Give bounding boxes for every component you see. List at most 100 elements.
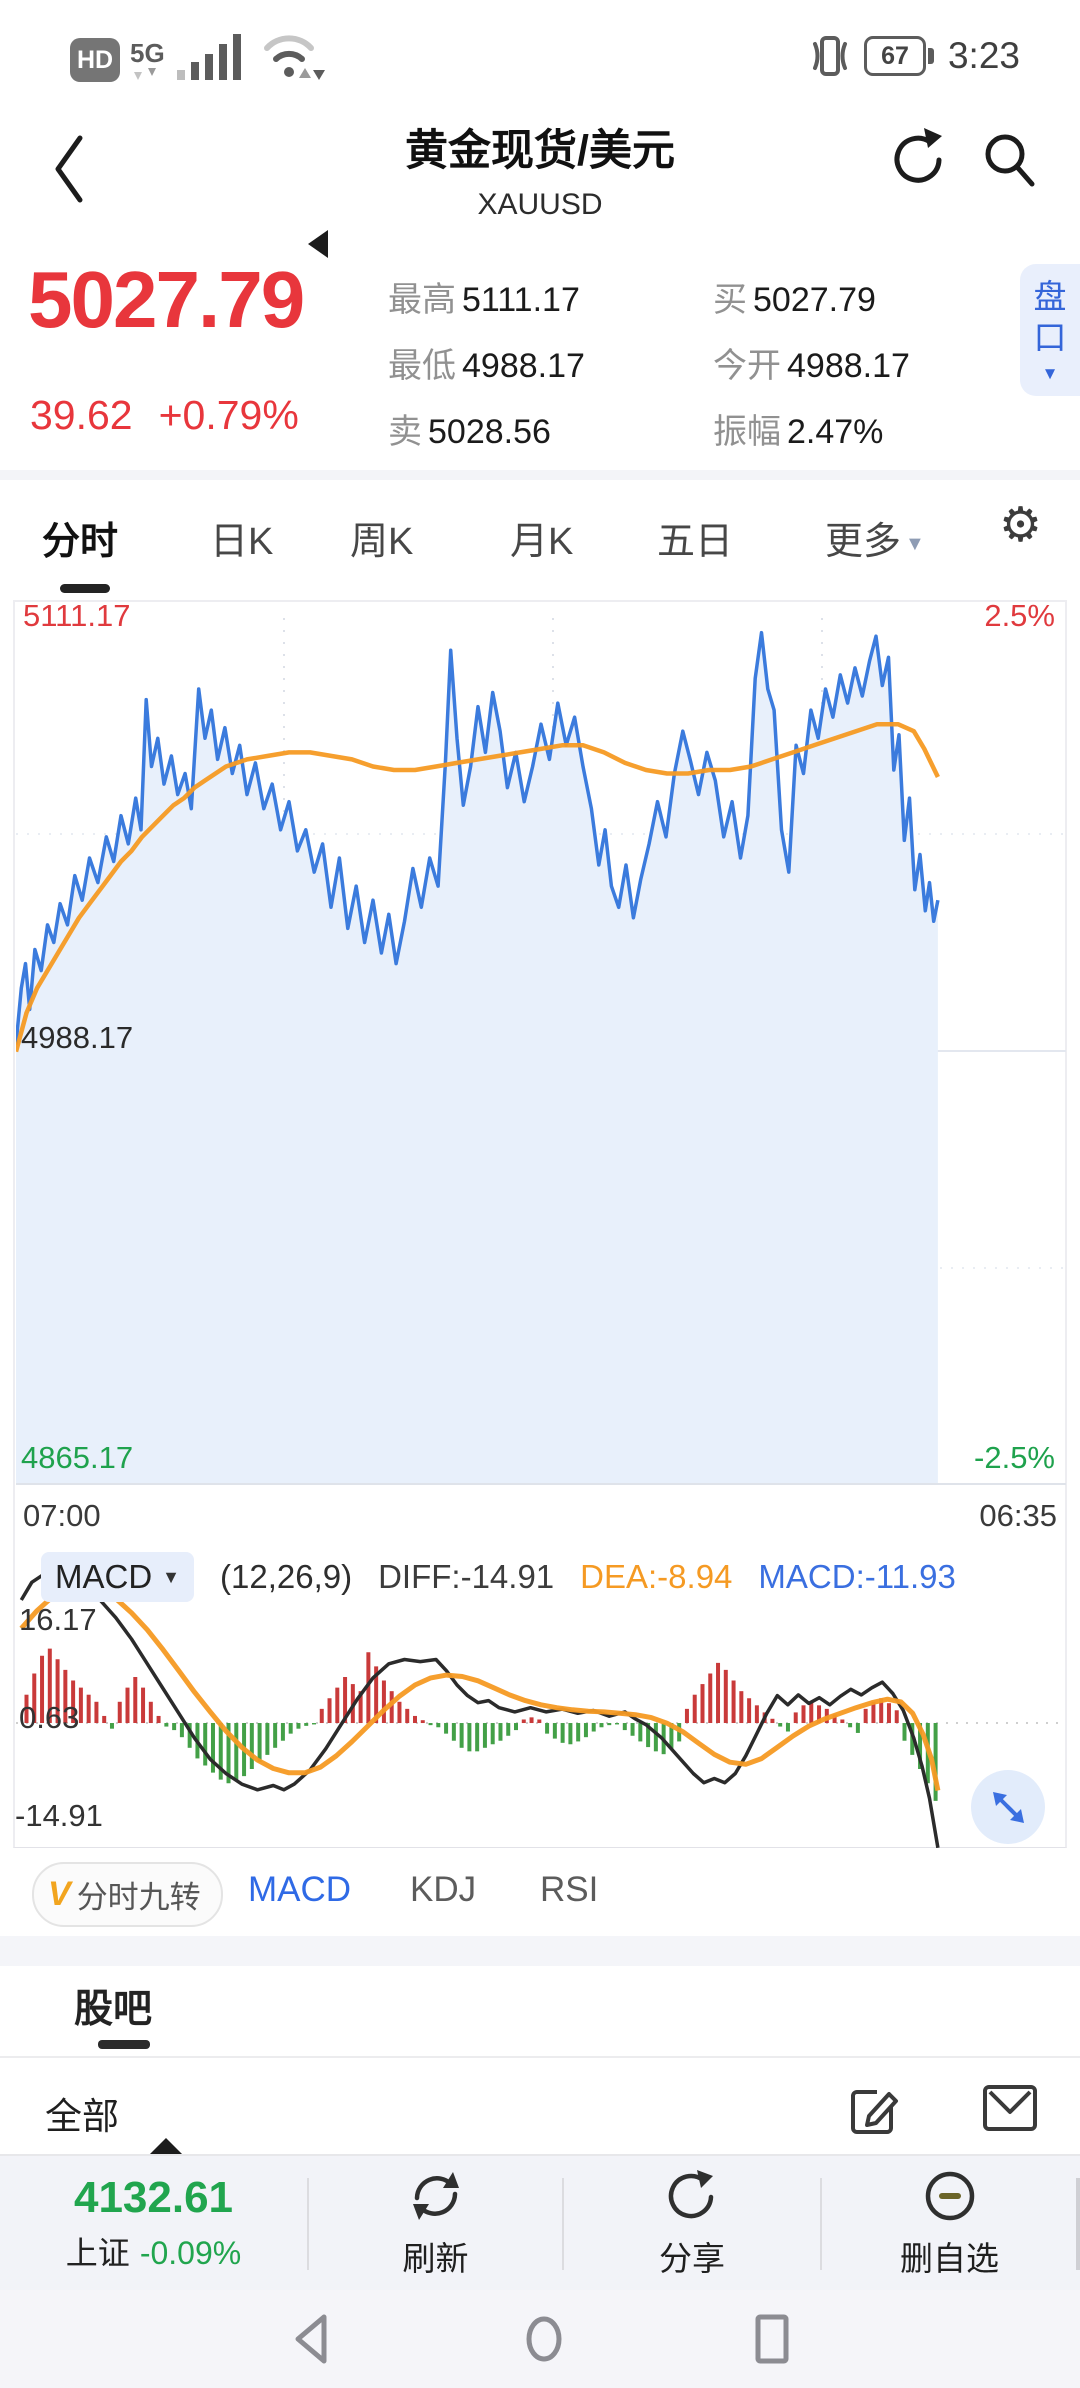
forum-filter-row: 全部 [0,2058,1080,2152]
status-bar: HD 5G [0,0,1080,90]
refresh-button[interactable] [888,126,950,201]
macd-selector[interactable]: MACD ▼ [41,1552,194,1602]
stat-ask: 卖 5028.56 [388,413,551,451]
macd-chart[interactable] [16,1556,1066,1849]
y-high-label: 5111.17 [23,598,131,633]
index-change: -0.09% [139,2235,242,2272]
fullscreen-button[interactable] [971,1770,1045,1844]
compose-post-button[interactable] [845,2080,903,2143]
quote-section: 5027.79 39.62 +0.79% 最高 5111.17 最低 4988.17 … [0,250,1080,470]
clock-label: 3:23 [947,35,1020,76]
gear-icon[interactable]: ⚙ [998,499,1042,552]
tab-monthly-k[interactable]: 月K [510,521,574,563]
tab-forum[interactable]: 股吧 [74,1988,153,2031]
battery-level: 67 [881,41,909,70]
nine-turn-button[interactable]: V 分时九转 [32,1862,223,1927]
nav-recents-icon[interactable] [752,2311,792,2367]
refresh-action[interactable]: 刷新 [309,2156,562,2292]
macd-params: (12,26,9) [220,1558,353,1595]
edit-icon [851,2090,898,2134]
toolbar-divider [562,2178,564,2270]
index-value: 4132.61 [73,2172,234,2222]
price-area-fill [16,632,938,1484]
vibrate-icon [812,36,847,76]
v-logo-icon: V [48,1875,71,1913]
share-label: 分享 [659,2240,725,2277]
messages-button[interactable] [982,2084,1038,2137]
diff-value-label: DIFF:-14.91 [378,1558,555,1595]
diff-line [19,1569,940,1849]
macd-value-label: MACD:-11.93 [758,1558,956,1595]
y-pct-high-label: 2.5% [984,598,1055,633]
caret-up-icon [150,2138,182,2154]
tab-macd[interactable]: MACD [248,1870,352,1909]
toolbar-divider [307,2178,309,2270]
macd-header: MACD ▼ (12,26,9) DIFF:-14.91 DEA:-8.94 M… [41,1552,956,1602]
active-tab-indicator [60,584,110,593]
average-line [16,721,940,1053]
stat-open: 今开 4988.17 [713,347,910,385]
stat-bid: 买 5027.79 [713,281,876,319]
period-tab-bar: 分时 日K 周K 月K 五日 更多 ▼ ⚙ [0,480,1080,600]
tab-weekly-k[interactable]: 周K [350,521,414,563]
chevron-down-icon: ▼ [1041,364,1059,384]
y-mid-label: 4988.17 [21,1020,134,1055]
y-pct-low-label: -2.5% [974,1440,1055,1475]
tab-five-day[interactable]: 五日 [657,521,734,563]
filter-all[interactable]: 全部 [45,2096,119,2137]
price-change-pct: +0.79% [158,392,299,438]
dea-value-label: DEA:-8.94 [580,1558,733,1595]
symbol-label: XAUUSD [477,188,603,221]
indicator-tab-bar: V 分时九转 MACD KDJ RSI [0,1848,1080,1936]
back-chevron-icon [55,135,83,203]
battery-icon: 67 [863,36,934,76]
stat-high: 最高 5111.17 [388,281,580,319]
nav-header: 黄金现货/美元 XAUUSD [0,90,1080,258]
macd-scale-zero: 0.63 [19,1700,80,1735]
intraday-chart[interactable] [16,611,1066,1492]
mail-icon [983,2085,1037,2131]
price-change-row: 39.62 +0.79% [30,392,325,439]
price-line [16,630,940,1045]
tab-rsi[interactable]: RSI [540,1870,599,1909]
price-change: 39.62 [30,392,133,438]
dea-line [19,1582,941,1791]
macd-histogram [24,1648,938,1801]
macd-scale-bottom: -14.91 [15,1798,103,1833]
chart-panel[interactable]: 5111.17 2.5% 4988.17 4865.17 -2.5% 07:00… [13,598,1067,1849]
tab-daily-k[interactable]: 日K [210,521,274,563]
refresh-label: 刷新 [402,2240,469,2277]
signal-bars-icon [176,34,241,80]
tab-more[interactable]: 更多 ▼ [825,521,925,563]
android-nav-bar [0,2290,1080,2388]
section-divider [0,1936,1080,1966]
tab-intraday[interactable]: 分时 [42,521,119,563]
order-book-button[interactable]: 盘口 ▼ [1020,264,1080,396]
forum-section: 股吧 [0,1966,1080,2058]
back-button[interactable] [48,130,92,213]
tab-kdj[interactable]: KDJ [410,1870,477,1909]
toolbar-edge-divider [1076,2178,1080,2270]
status-right: 67 3:23 [810,30,1020,82]
chevron-down-icon: ▼ [162,1566,180,1587]
stat-low: 最低 4988.17 [388,347,585,385]
index-name: 上证 [65,2235,130,2272]
nav-back-icon[interactable] [288,2311,336,2367]
index-summary[interactable]: 4132.61 上证 -0.09% [0,2156,307,2292]
search-button[interactable] [980,128,1040,197]
share-action[interactable]: 分享 [564,2156,820,2292]
nav-home-icon[interactable] [522,2311,566,2367]
prev-stock-arrow-icon[interactable] [308,230,328,258]
refresh-icon [412,2172,459,2220]
status-left: HD 5G [70,30,325,82]
toolbar-divider [820,2178,822,2270]
chevron-down-icon: ▼ [905,533,925,555]
remove-watchlist-action[interactable]: 删自选 [822,2156,1077,2292]
data-arrows-icon [134,68,157,80]
y-low-label: 4865.17 [21,1440,134,1475]
hd-icon: HD [70,38,120,82]
macd-name: MACD [55,1558,153,1595]
share-icon [668,2170,714,2219]
last-price: 5027.79 [28,255,305,344]
